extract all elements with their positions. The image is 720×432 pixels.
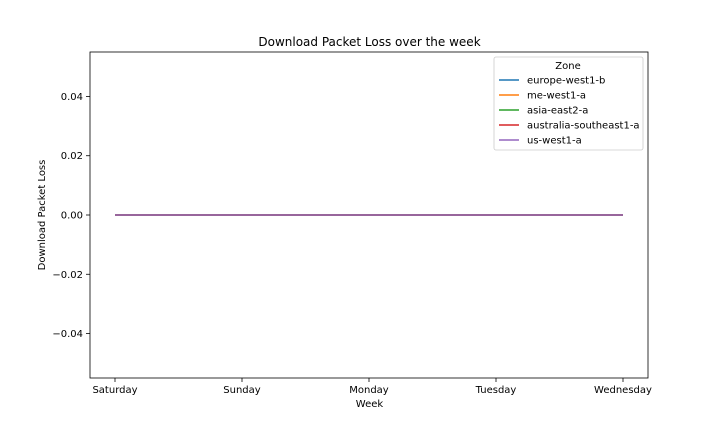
legend-label: me-west1-a (527, 91, 586, 102)
x-tick-label: Wednesday (594, 385, 652, 396)
legend-label: us-west1-a (527, 136, 582, 147)
legend-frame (493, 56, 644, 151)
legend-label: europe-west1-b (527, 76, 605, 87)
chart-title: Download Packet Loss over the week (258, 35, 480, 49)
y-axis: −0.04 −0.02 0.00 0.02 0.04 (52, 92, 90, 340)
legend-title: Zone (555, 61, 580, 72)
x-tick-label: Tuesday (475, 385, 517, 396)
legend-label: australia-southeast1-a (527, 121, 640, 132)
y-axis-label: Download Packet Loss (37, 160, 48, 271)
y-tick-label: −0.04 (52, 329, 83, 340)
x-tick-label: Monday (349, 385, 389, 396)
y-tick-label: 0.02 (61, 151, 83, 162)
legend: Zone europe-west1-b me-west1-a asia-east2-… (493, 56, 644, 151)
x-axis: Saturday Sunday Monday Tuesday Wednesday (92, 378, 652, 396)
legend-label: asia-east2-a (527, 106, 588, 117)
y-tick-label: 0.04 (61, 92, 83, 103)
x-axis-label: Week (356, 399, 384, 410)
x-tick-label: Saturday (92, 385, 137, 396)
y-tick-label: 0.00 (61, 211, 83, 222)
x-tick-label: Sunday (223, 385, 260, 396)
y-tick-label: −0.02 (52, 270, 83, 281)
